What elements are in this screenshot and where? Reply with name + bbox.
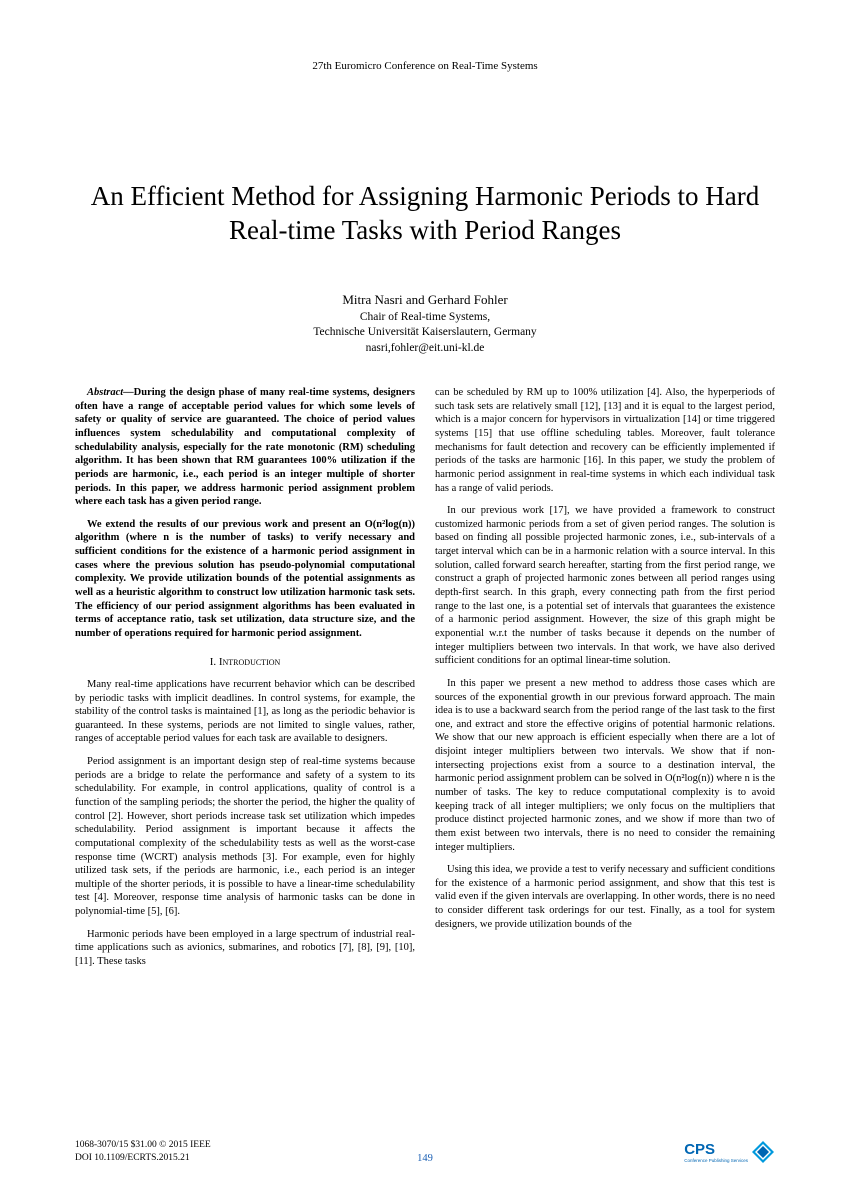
page-footer: 1068-3070/15 $31.00 © 2015 IEEE DOI 10.1… <box>75 1139 775 1164</box>
authors: Mitra Nasri and Gerhard Fohler <box>75 292 775 308</box>
col2-para1: can be scheduled by RM up to 100% utiliz… <box>435 386 775 495</box>
footer-copyright: 1068-3070/15 $31.00 © 2015 IEEE DOI 10.1… <box>75 1139 211 1164</box>
affiliation-line2: Technische Universität Kaiserslautern, G… <box>313 326 536 338</box>
cps-logo-sub: Conference Publishing Services <box>684 1158 748 1163</box>
page-number: 149 <box>417 1153 433 1164</box>
intro-para1: Many real-time applications have recurre… <box>75 678 415 746</box>
col2-para4: Using this idea, we provide a test to ve… <box>435 863 775 931</box>
conference-header: 27th Euromicro Conference on Real-Time S… <box>75 60 775 72</box>
paper-title: An Efficient Method for Assigning Harmon… <box>75 180 775 248</box>
abstract-para2: We extend the results of our previous wo… <box>75 518 415 641</box>
doi-text: DOI 10.1109/ECRTS.2015.21 <box>75 1153 190 1163</box>
intro-para3: Harmonic periods have been employed in a… <box>75 928 415 969</box>
abstract-label: Abstract <box>87 387 123 398</box>
copyright-text: 1068-3070/15 $31.00 © 2015 IEEE <box>75 1140 211 1150</box>
affiliation-email: nasri,fohler@eit.uni-kl.de <box>366 342 485 354</box>
affiliation: Chair of Real-time Systems, Technische U… <box>75 310 775 357</box>
section-heading-intro: I. Introduction <box>75 655 415 669</box>
two-column-body: Abstract—During the design phase of many… <box>75 386 775 978</box>
abstract-para1: Abstract—During the design phase of many… <box>75 386 415 509</box>
left-column: Abstract—During the design phase of many… <box>75 386 415 978</box>
cps-logo-text: CPS <box>684 1141 715 1158</box>
affiliation-line1: Chair of Real-time Systems, <box>360 311 490 323</box>
col2-para3: In this paper we present a new method to… <box>435 677 775 854</box>
cps-logo: CPS Conference Publishing Services <box>684 1140 775 1164</box>
right-column: can be scheduled by RM up to 100% utiliz… <box>435 386 775 978</box>
col2-para2: In our previous work [17], we have provi… <box>435 504 775 668</box>
cps-diamond-icon <box>751 1140 775 1164</box>
intro-para2: Period assignment is an important design… <box>75 755 415 919</box>
